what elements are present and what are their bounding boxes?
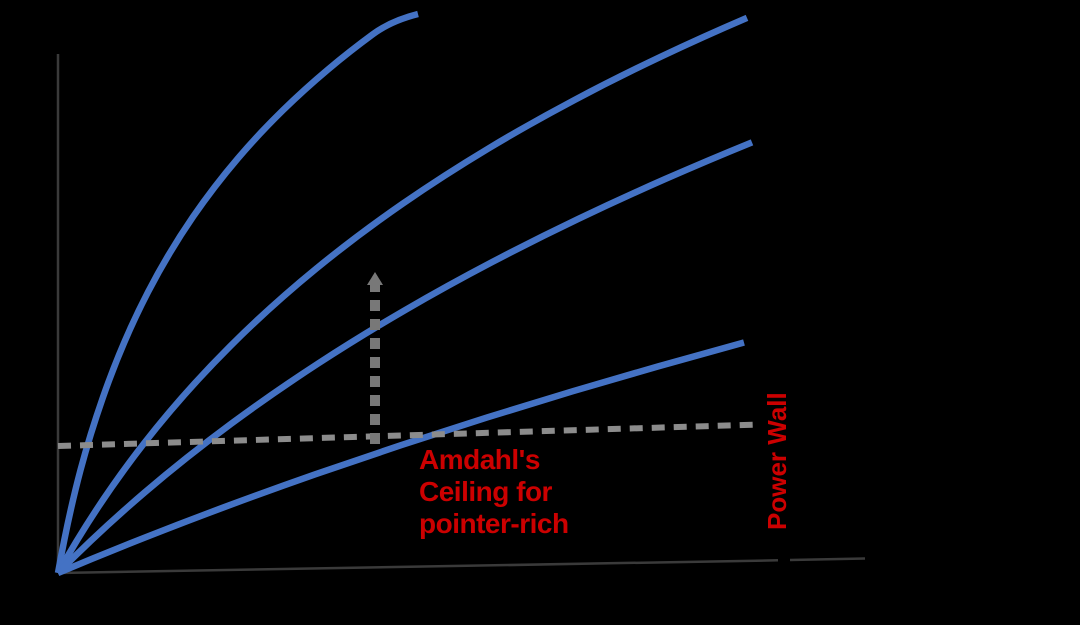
svg-text:Power Wall: Power Wall [762,392,792,530]
svg-text:Amdahl's: Amdahl's [419,444,540,475]
svg-text:pointer-rich: pointer-rich [419,508,569,539]
svg-text:Ceiling for: Ceiling for [419,476,553,507]
